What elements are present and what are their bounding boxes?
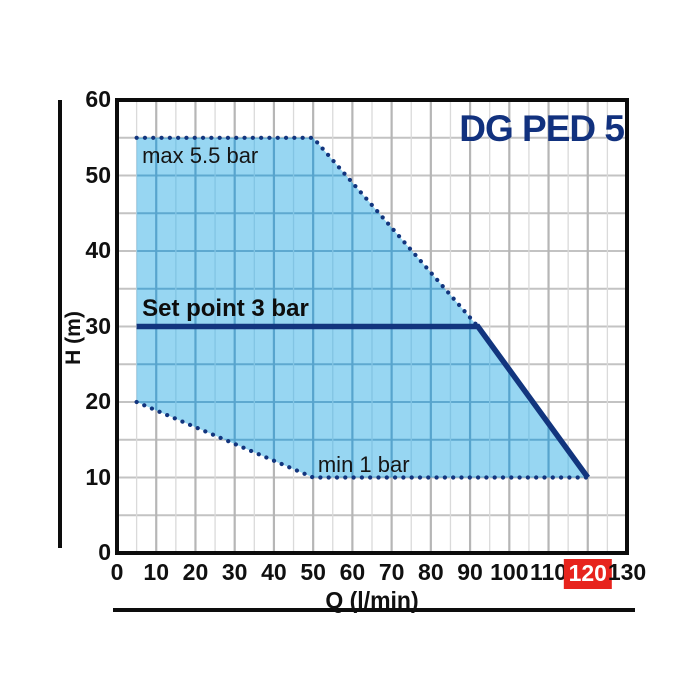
x-tick-label: 0: [110, 559, 124, 585]
plot-border: [115, 98, 629, 555]
min-label: min 1 bar: [317, 452, 410, 478]
x-tick-label: 100: [490, 559, 529, 585]
x-axis-decorative-rule: [113, 608, 635, 612]
x-tick-label: 130: [607, 559, 647, 585]
x-tick-label: 110: [529, 559, 568, 585]
x-tick-highlighted: 120: [563, 559, 612, 589]
max-label: max 5.5 bar: [142, 142, 259, 168]
y-tick-label: 40: [85, 236, 111, 263]
y-axis-decorative-rule: [58, 100, 62, 548]
y-tick-label: 50: [85, 161, 111, 188]
x-tick-label: 40: [261, 559, 287, 585]
setpoint-label: Set point 3 bar: [142, 295, 309, 323]
x-tick-label: 30: [221, 559, 248, 585]
operating-envelope-region: [136, 137, 588, 478]
max-5-5-bar-boundary-curve: [134, 135, 480, 329]
x-tick-label: 80: [418, 559, 444, 585]
chart-title: DG PED 5: [459, 108, 625, 149]
x-tick-label: 60: [339, 559, 366, 585]
y-tick-label: 30: [85, 312, 111, 339]
x-tick-label: 90: [457, 559, 483, 585]
y-tick-label: 20: [85, 387, 111, 414]
x-tick-label: 50: [300, 559, 326, 585]
y-tick-label: 10: [85, 463, 111, 490]
x-axis-title: Q (l/min): [325, 587, 419, 613]
y-tick-label: 0: [98, 538, 111, 565]
x-tick-label: 10: [143, 559, 170, 585]
min-1-bar-boundary-curve: [134, 399, 590, 480]
x-tick-label: 70: [378, 559, 405, 585]
x-tick-label: 20: [182, 559, 209, 585]
y-tick-label: 60: [85, 85, 111, 112]
set-point-3-bar-curve: [136, 323, 591, 480]
